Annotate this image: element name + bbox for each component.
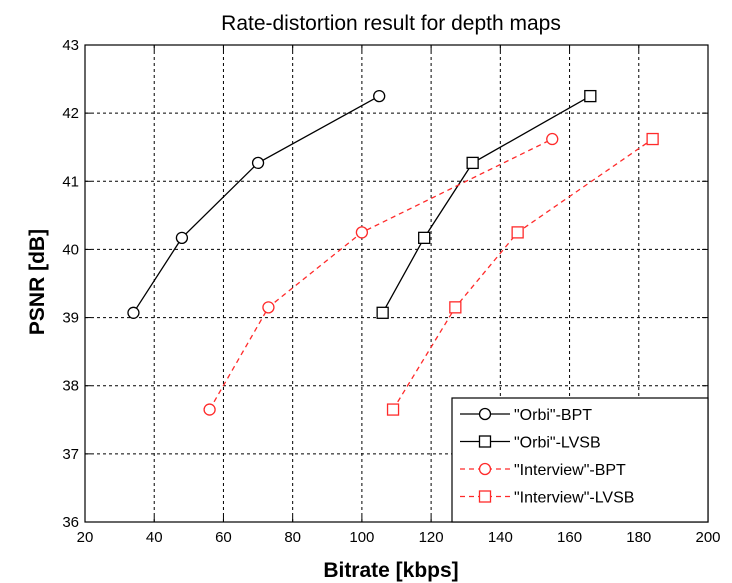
data-point: [466, 156, 479, 170]
y-tick-label: 38: [62, 378, 79, 395]
y-tick-label: 43: [62, 37, 79, 54]
y-tick-label: 42: [62, 105, 79, 122]
y-tick-label: 41: [62, 173, 79, 190]
y-tick-label: 39: [62, 310, 79, 327]
legend-marker: [478, 490, 492, 503]
series-1: [376, 89, 597, 319]
x-tick-label: 140: [488, 529, 513, 546]
data-point: [449, 301, 462, 314]
data-point: [511, 226, 524, 239]
x-tick-label: 20: [77, 529, 94, 546]
axis-ticks: 20 40 60 80 100 120 140 160 180 200 36 37 38 39 40 41 42…: [62, 37, 720, 546]
chart-title: Rate-distortion result for depth maps: [221, 12, 561, 35]
y-tick-label: 37: [62, 446, 79, 463]
series-3: [386, 132, 659, 416]
legend-marker: [478, 407, 492, 421]
series-line: [382, 95, 591, 314]
x-tick-label: 40: [146, 529, 163, 546]
data-point: [355, 226, 369, 239]
data-point: [386, 403, 400, 416]
legend-entry-label: "Orbi"-BPT: [514, 407, 592, 424]
x-tick-label: 180: [626, 529, 651, 546]
series-layer: [127, 89, 659, 416]
x-tick-label: 160: [557, 529, 582, 546]
data-point: [203, 403, 216, 416]
legend-entry-label: "Interview"-LVSB: [514, 490, 634, 507]
legend-marker: [478, 462, 492, 476]
y-axis-label: PSNR [dB]: [26, 229, 49, 335]
x-tick-label: 80: [284, 529, 301, 546]
data-point: [646, 132, 659, 146]
data-point: [262, 301, 275, 314]
y-tick-label: 36: [62, 514, 79, 531]
data-point: [418, 231, 431, 244]
x-tick-label: 100: [349, 529, 374, 546]
series-line: [132, 95, 380, 314]
legend-entry-label: "Orbi"-LVSB: [514, 435, 601, 452]
data-point: [373, 89, 386, 103]
x-tick-label: 120: [419, 529, 444, 546]
data-point: [546, 132, 559, 146]
legend-entry-label: "Interview"-BPT: [514, 462, 626, 479]
series-2: [203, 132, 559, 416]
data-point: [584, 89, 597, 103]
series-0: [127, 89, 386, 319]
data-point: [175, 231, 189, 244]
series-line: [209, 138, 553, 410]
legend: "Orbi"-BPT "Orbi"-LVSB "Interview"-BPT "Int…: [451, 397, 709, 523]
series-line: [392, 138, 653, 410]
data-point: [127, 306, 140, 319]
data-point: [251, 156, 265, 170]
y-tick-label: 40: [62, 241, 79, 258]
legend-marker: [478, 435, 492, 448]
legend-box: [451, 397, 709, 523]
x-axis-label: Bitrate [kbps]: [323, 559, 458, 582]
data-point: [376, 306, 389, 319]
x-tick-label: 200: [695, 529, 720, 546]
x-tick-label: 60: [215, 529, 232, 546]
plot-area-frame: [84, 44, 709, 523]
